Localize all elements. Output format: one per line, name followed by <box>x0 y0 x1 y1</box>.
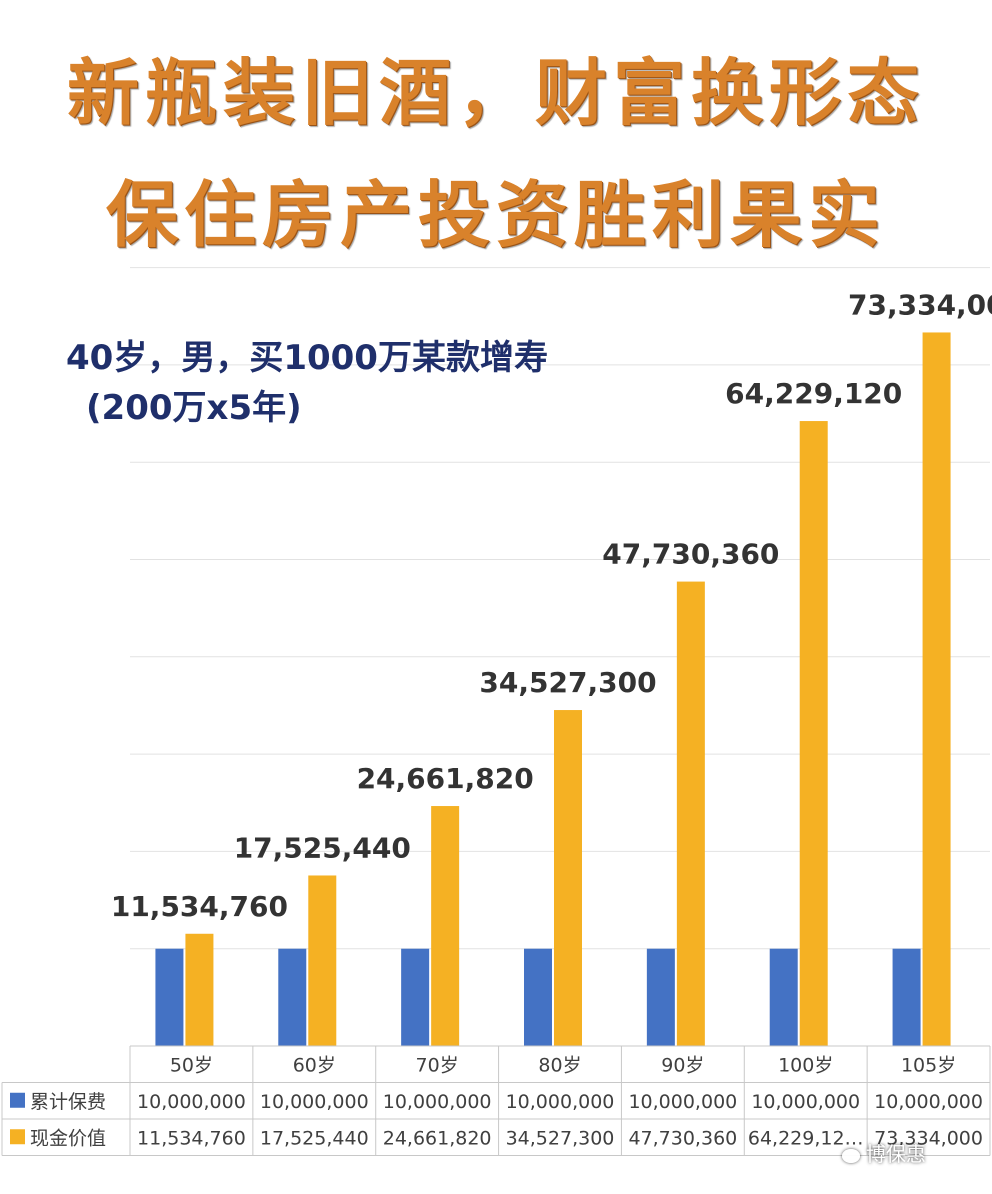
wechat-icon <box>842 1148 860 1163</box>
bar-premium <box>401 948 430 1046</box>
series-name: 累计保费 <box>30 1091 106 1113</box>
bar-premium <box>278 948 307 1046</box>
watermark: 博保惠 <box>842 1138 926 1167</box>
bar-premium <box>524 948 552 1046</box>
data-label: 24,661,820 <box>357 762 534 795</box>
data-label: 73,334,000 <box>848 288 992 321</box>
table-cell: 47,730,360 <box>628 1127 737 1149</box>
category-label: 80岁 <box>538 1054 581 1076</box>
table-cell: 17,525,440 <box>260 1127 369 1149</box>
table-cell: 10,000,000 <box>506 1091 615 1113</box>
bar-cash-value <box>799 421 828 1046</box>
table-cell: 10,000,000 <box>137 1091 246 1113</box>
data-label: 64,229,120 <box>725 377 902 410</box>
category-label: 105岁 <box>901 1054 956 1076</box>
legend-swatch <box>10 1092 25 1108</box>
bar-cash-value <box>922 332 951 1046</box>
table-cell: 11,534,760 <box>137 1127 246 1149</box>
table-cell: 34,527,300 <box>506 1127 615 1149</box>
bar-premium <box>646 948 675 1046</box>
headline-line-2: 保住房产投资胜利果实 <box>105 173 886 257</box>
bar-cash-value <box>185 933 214 1046</box>
category-label: 90岁 <box>661 1054 704 1076</box>
bar-cash-value <box>554 710 582 1046</box>
bar-cash-value <box>676 581 705 1046</box>
category-label: 100岁 <box>778 1054 833 1076</box>
headline-line-1: 新瓶装旧酒，财富换形态 <box>66 51 925 135</box>
data-label: 11,534,760 <box>111 890 288 923</box>
table-cell: 10,000,000 <box>874 1091 983 1113</box>
bar-premium <box>892 948 921 1046</box>
bar-premium <box>769 948 798 1046</box>
data-label: 47,730,360 <box>602 538 779 571</box>
watermark-text: 博保惠 <box>866 1142 926 1166</box>
table-cell: 10,000,000 <box>383 1091 492 1113</box>
table-cell: 24,661,820 <box>383 1127 492 1149</box>
chart-subtitle-line-1: 40岁，男，买1000万某款增寿 <box>66 338 548 378</box>
category-label: 70岁 <box>416 1054 459 1076</box>
category-label: 60岁 <box>293 1054 336 1076</box>
category-label: 50岁 <box>170 1054 213 1076</box>
bar-cash-value <box>431 806 460 1046</box>
table-cell: 73,334,000 <box>874 1127 983 1149</box>
table-cell: 64,229,12… <box>748 1127 864 1149</box>
table-cell: 10,000,000 <box>751 1091 860 1113</box>
series-name: 现金价值 <box>30 1127 106 1149</box>
chart-subtitle-line-2: (200万x5年) <box>86 388 302 428</box>
legend-swatch <box>10 1129 25 1145</box>
bar-premium <box>155 948 184 1046</box>
bar-cash-value <box>308 875 337 1046</box>
table-cell: 10,000,000 <box>260 1091 369 1113</box>
data-label: 17,525,440 <box>234 831 411 864</box>
table-cell: 10,000,000 <box>628 1091 737 1113</box>
data-label: 34,527,300 <box>479 666 656 699</box>
